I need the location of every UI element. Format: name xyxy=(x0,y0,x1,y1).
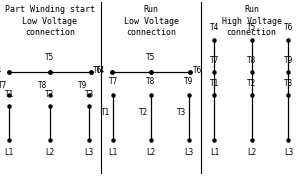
Text: T2: T2 xyxy=(247,79,256,88)
Text: L2: L2 xyxy=(146,148,156,157)
Text: T7: T7 xyxy=(210,56,219,65)
Text: T1: T1 xyxy=(5,90,14,99)
Text: Part Winding start
Low Voltage
connection: Part Winding start Low Voltage connectio… xyxy=(5,5,95,37)
Text: T5: T5 xyxy=(146,53,156,62)
Text: Run
High Voltage
connection: Run High Voltage connection xyxy=(222,5,281,37)
Text: T5: T5 xyxy=(247,23,256,32)
Text: T2: T2 xyxy=(45,90,54,99)
Text: T1: T1 xyxy=(210,79,219,88)
Text: T9: T9 xyxy=(184,76,193,86)
Text: L1: L1 xyxy=(5,148,14,157)
Text: L1: L1 xyxy=(109,148,118,157)
Text: L3: L3 xyxy=(85,148,94,157)
Text: T8: T8 xyxy=(38,81,47,90)
Text: T7: T7 xyxy=(109,76,118,86)
Text: T4: T4 xyxy=(210,23,219,32)
Text: T9: T9 xyxy=(284,56,293,65)
Text: T4: T4 xyxy=(96,66,105,75)
Text: T3: T3 xyxy=(176,108,186,117)
Text: T9: T9 xyxy=(77,81,87,90)
Text: T5: T5 xyxy=(45,53,54,62)
Text: T3: T3 xyxy=(85,90,94,99)
Text: T6: T6 xyxy=(193,66,202,75)
Text: L2: L2 xyxy=(247,148,256,157)
Text: T1: T1 xyxy=(101,108,110,117)
Text: L2: L2 xyxy=(45,148,54,157)
Text: L3: L3 xyxy=(284,148,293,157)
Text: T8: T8 xyxy=(247,56,256,65)
Text: T6: T6 xyxy=(93,66,102,75)
Text: T7: T7 xyxy=(0,81,7,90)
Text: T4: T4 xyxy=(0,66,2,75)
Text: L1: L1 xyxy=(210,148,219,157)
Text: T3: T3 xyxy=(284,79,293,88)
Text: T2: T2 xyxy=(139,108,148,117)
Text: L3: L3 xyxy=(184,148,193,157)
Text: T8: T8 xyxy=(146,76,156,86)
Text: T6: T6 xyxy=(284,23,293,32)
Text: Run
Low Voltage
connection: Run Low Voltage connection xyxy=(124,5,178,37)
